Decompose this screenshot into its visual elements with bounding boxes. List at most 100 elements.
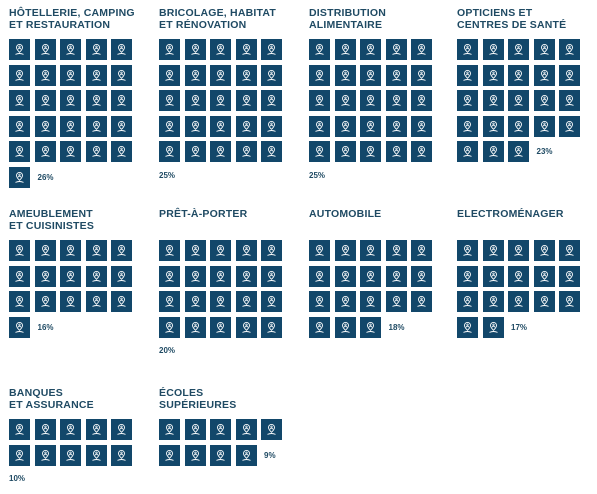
location-person-icon bbox=[190, 43, 200, 55]
location-person-icon bbox=[91, 423, 101, 435]
location-person-icon bbox=[267, 94, 276, 106]
pictogram-tile bbox=[9, 64, 30, 86]
pictogram-tile bbox=[60, 64, 81, 86]
location-person-icon bbox=[391, 244, 401, 256]
pictogram-tile bbox=[184, 291, 206, 312]
pictogram-tile bbox=[411, 141, 432, 162]
pictogram-tile bbox=[309, 39, 330, 60]
pictogram-tile bbox=[261, 64, 282, 86]
percentage-label: 25% bbox=[159, 170, 176, 180]
location-person-icon bbox=[165, 449, 174, 461]
pictogram-group: OPTICIENS ET CENTRES DE SANTÉ 23% bbox=[457, 7, 592, 162]
location-person-icon bbox=[40, 69, 50, 81]
location-person-icon bbox=[66, 449, 75, 461]
group-title-line: ALIMENTAIRE bbox=[309, 19, 383, 31]
pictogram-tile bbox=[533, 64, 555, 86]
group-title-line: DISTRIBUTION bbox=[309, 7, 387, 19]
location-person-icon bbox=[315, 244, 324, 256]
pictogram-group: HÔTELLERIE, CAMPING ET RESTAURATION 26% bbox=[9, 7, 144, 188]
percentage-label: 20% bbox=[159, 346, 176, 355]
pictogram-tile bbox=[482, 64, 504, 86]
location-person-icon bbox=[417, 145, 426, 157]
pictogram-tile bbox=[385, 291, 407, 312]
pictogram-tile bbox=[309, 141, 330, 162]
pictogram-tile bbox=[360, 240, 381, 261]
location-person-icon bbox=[216, 423, 225, 435]
pictogram-tile bbox=[482, 39, 504, 60]
pictogram-tile bbox=[159, 291, 180, 312]
pictogram-tile bbox=[111, 39, 132, 60]
pictogram-tile bbox=[159, 444, 180, 466]
pictogram-group: AUTOMOBILE 18% bbox=[309, 208, 444, 338]
pictogram-tile bbox=[482, 265, 504, 287]
pictogram-tile bbox=[457, 240, 478, 261]
location-person-icon bbox=[216, 120, 225, 132]
group-title-line: ET ASSURANCE bbox=[9, 399, 94, 411]
pictogram-tile bbox=[9, 419, 30, 440]
location-person-icon bbox=[565, 295, 574, 307]
pictogram-tile bbox=[457, 39, 478, 60]
location-person-icon bbox=[267, 43, 276, 55]
pictogram-tile bbox=[482, 115, 504, 137]
location-person-icon bbox=[15, 120, 24, 132]
location-person-icon bbox=[241, 43, 251, 55]
pictogram-tile bbox=[385, 64, 407, 86]
pictogram-tile bbox=[261, 141, 282, 162]
pictogram-tile bbox=[111, 240, 132, 261]
pictogram-tile bbox=[9, 141, 30, 162]
pictogram-tile bbox=[508, 265, 529, 287]
location-person-icon bbox=[117, 94, 126, 106]
location-person-icon bbox=[366, 43, 375, 55]
location-person-icon bbox=[216, 69, 225, 81]
location-person-icon bbox=[417, 270, 426, 282]
location-person-icon bbox=[40, 270, 50, 282]
location-person-icon bbox=[267, 270, 276, 282]
location-person-icon bbox=[190, 270, 200, 282]
group-title-line: HÔTELLERIE, CAMPING bbox=[9, 7, 135, 19]
pictogram-tile bbox=[235, 115, 257, 137]
location-person-icon bbox=[91, 449, 101, 461]
pictogram-tile bbox=[34, 291, 56, 312]
group-title-line: AUTOMOBILE bbox=[309, 208, 382, 220]
pictogram-tile bbox=[261, 115, 282, 137]
pictogram-tile bbox=[411, 240, 432, 261]
location-person-icon bbox=[91, 295, 101, 307]
pictogram-tile bbox=[184, 141, 206, 162]
pictogram-tile bbox=[111, 291, 132, 312]
location-person-icon bbox=[539, 295, 549, 307]
location-person-icon bbox=[417, 295, 426, 307]
pictogram-tile bbox=[411, 39, 432, 60]
location-person-icon bbox=[267, 295, 276, 307]
pictogram-tile bbox=[334, 64, 356, 86]
pictogram-tile bbox=[360, 291, 381, 312]
pictogram-tile bbox=[34, 444, 56, 466]
location-person-icon bbox=[463, 295, 472, 307]
pictogram-tile bbox=[334, 141, 356, 162]
location-person-icon bbox=[391, 69, 401, 81]
pictogram-tile bbox=[159, 240, 180, 261]
pictogram-tile bbox=[235, 419, 257, 440]
pictogram-tile bbox=[235, 39, 257, 60]
group-title-line: CENTRES DE SANTÉ bbox=[457, 19, 567, 31]
pictogram-group: BRICOLAGE, HABITAT ET RÉNOVATION 25% bbox=[159, 7, 294, 180]
location-person-icon bbox=[216, 295, 225, 307]
pictogram-tile bbox=[508, 90, 529, 111]
pictogram-tile bbox=[411, 115, 432, 137]
pictogram-tile bbox=[210, 316, 231, 338]
pictogram-tile bbox=[85, 265, 107, 287]
group-title-line: ET CUISINISTES bbox=[9, 220, 95, 232]
group-title: ÉCOLES SUPÉRIEURES bbox=[159, 387, 294, 411]
pictogram-tile bbox=[385, 141, 407, 162]
location-person-icon bbox=[340, 43, 350, 55]
location-person-icon bbox=[565, 120, 574, 132]
location-person-icon bbox=[463, 94, 472, 106]
pictogram-tile bbox=[9, 444, 30, 466]
group-title: AUTOMOBILE bbox=[309, 208, 444, 220]
pictogram-group: BANQUES ET ASSURANCE 10% bbox=[9, 387, 144, 483]
pictogram-tile bbox=[210, 240, 231, 261]
location-person-icon bbox=[117, 120, 126, 132]
pictogram-tile bbox=[85, 64, 107, 86]
location-person-icon bbox=[15, 94, 24, 106]
group-title-line: SUPÉRIEURES bbox=[159, 399, 237, 411]
location-person-icon bbox=[15, 449, 24, 461]
